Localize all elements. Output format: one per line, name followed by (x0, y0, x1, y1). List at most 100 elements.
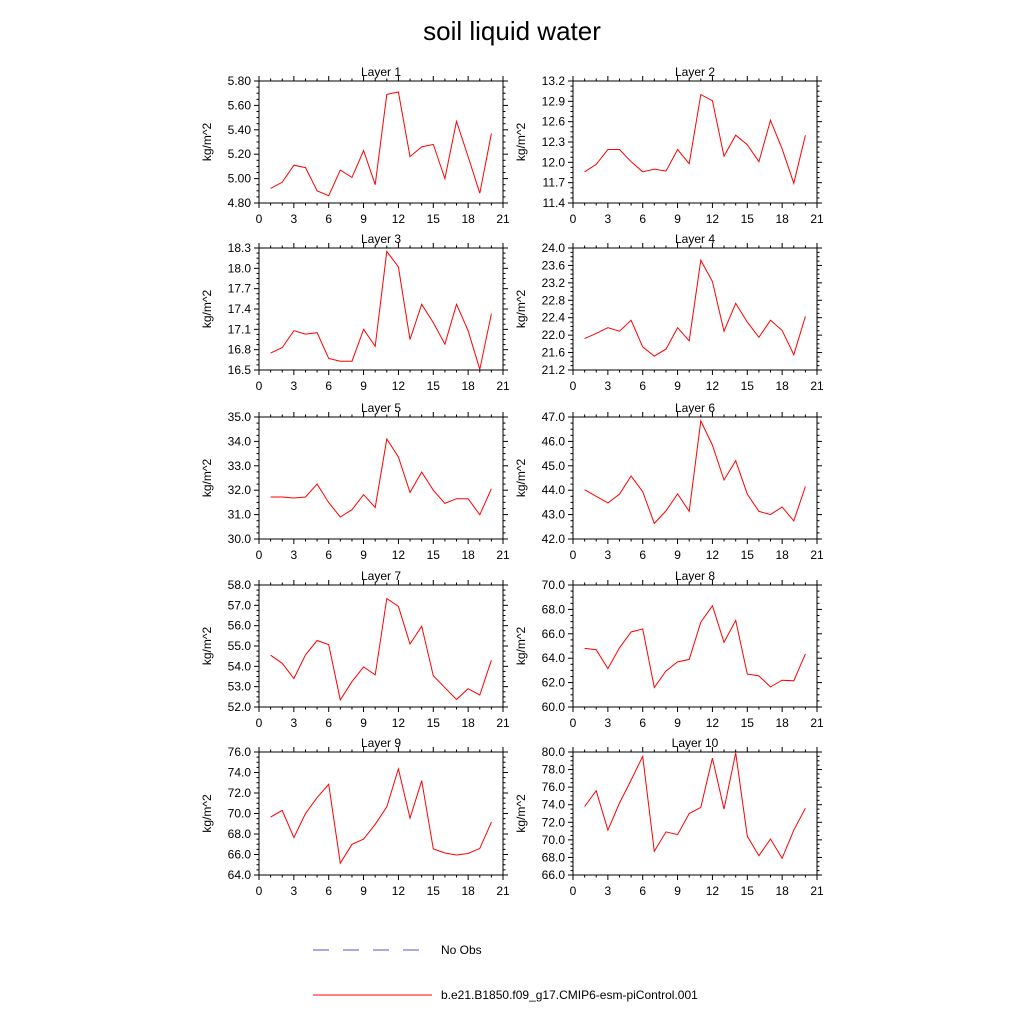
plot-frame (572, 584, 818, 708)
x-tick-label: 3 (605, 884, 612, 898)
legend: No Obs b.e21.B1850.f09_g17.CMIP6-esm-piC… (313, 943, 698, 1002)
x-tick-label: 21 (810, 884, 824, 898)
x-tick-label: 9 (360, 212, 367, 226)
x-tick-label: 3 (291, 884, 298, 898)
y-tick-label: 23.2 (542, 276, 566, 290)
y-tick-label: 66.0 (228, 848, 252, 862)
plot-frame (572, 751, 818, 876)
y-tick-label: 43.0 (542, 508, 566, 522)
x-tick-label: 18 (461, 379, 475, 393)
x-tick-label: 6 (639, 884, 646, 898)
panel-title: Layer 6 (675, 401, 715, 415)
y-axis-label: kg/m^2 (200, 627, 214, 666)
y-tick-label: 22.0 (542, 328, 566, 342)
x-tick-label: 9 (360, 379, 367, 393)
y-tick-label: 21.6 (542, 346, 566, 360)
x-tick-label: 0 (570, 884, 577, 898)
x-tick-label: 12 (392, 212, 406, 226)
panel-layer-2: Layer 2 kg/m^2 11.4 11.7 12.0 12.3 12.6 12.9 13.… (514, 65, 824, 226)
x-tick-label: 15 (427, 548, 441, 562)
x-tick-label: 9 (674, 212, 681, 226)
x-tick-label: 15 (741, 884, 755, 898)
panel-grid: Layer 1 kg/m^2 4.80 5.00 5.20 5.40 5.60 5.80 0 3 6… (200, 65, 824, 898)
panel-layer-5: Layer 5 kg/m^2 30.0 31.0 32.0 33.0 34.0 35.0 0 3 6… (200, 401, 510, 562)
panel-layer-7: Layer 7 kg/m^2 52.0 53.0 54.0 55.0 56.0 57.0 58.… (200, 569, 510, 730)
x-tick-label: 15 (427, 884, 441, 898)
series-line-model (270, 597, 492, 702)
x-tick-label: 18 (461, 716, 475, 730)
x-tick-label: 3 (605, 212, 612, 226)
x-tick-label: 12 (706, 379, 720, 393)
plot-frame (258, 751, 504, 876)
y-tick-label: 16.8 (228, 343, 252, 357)
x-tick-label: 0 (256, 379, 263, 393)
panel-layer-4: Layer 4 kg/m^2 21.2 21.6 22.0 22.4 22.8 23.2 23.… (514, 232, 824, 393)
panel-layer-6: Layer 6 kg/m^2 42.0 43.0 44.0 45.0 46.0 47.0 0 3 6… (514, 401, 824, 562)
plot-frame (572, 416, 818, 540)
y-tick-label: 45.0 (542, 459, 566, 473)
panel-title: Layer 1 (361, 65, 401, 79)
y-tick-label: 13.2 (542, 74, 566, 88)
panel-title: Layer 5 (361, 401, 401, 415)
x-tick-label: 15 (427, 212, 441, 226)
y-tick-label: 24.0 (542, 241, 566, 255)
y-tick-label: 70.0 (542, 578, 566, 592)
x-tick-label: 12 (706, 884, 720, 898)
y-tick-label: 31.0 (228, 508, 252, 522)
panel-title: Layer 3 (361, 232, 401, 246)
y-axis-label: kg/m^2 (200, 123, 214, 162)
y-tick-label: 30.0 (228, 532, 252, 546)
y-tick-label: 21.2 (542, 363, 566, 377)
y-tick-label: 16.5 (228, 363, 252, 377)
x-tick-label: 3 (291, 212, 298, 226)
series-line-model (584, 604, 806, 689)
series-line-model (270, 766, 492, 865)
series-line-model (270, 437, 492, 518)
y-tick-label: 12.6 (542, 115, 566, 129)
panel-layer-3: Layer 3 kg/m^2 16.5 16.8 17.1 17.4 17.7 18.0 18.… (200, 232, 510, 393)
x-tick-label: 15 (427, 716, 441, 730)
y-tick-label: 56.0 (228, 619, 252, 633)
y-tick-label: 17.4 (228, 302, 252, 316)
plot-frame (258, 247, 504, 371)
y-tick-label: 11.7 (543, 176, 566, 190)
legend-label-no-obs: No Obs (441, 943, 482, 957)
x-tick-label: 18 (775, 716, 789, 730)
y-tick-label: 68.0 (228, 827, 252, 841)
x-tick-label: 15 (741, 548, 755, 562)
x-tick-label: 6 (639, 548, 646, 562)
y-tick-label: 44.0 (542, 483, 566, 497)
x-tick-label: 9 (360, 716, 367, 730)
x-tick-label: 12 (392, 379, 406, 393)
y-tick-label: 4.80 (228, 196, 252, 210)
x-tick-label: 12 (392, 716, 406, 730)
panel-title: Layer 7 (361, 569, 401, 583)
plot-frame (572, 247, 818, 371)
y-axis-label: kg/m^2 (514, 627, 528, 666)
x-tick-label: 3 (605, 716, 612, 730)
x-tick-label: 21 (810, 212, 824, 226)
y-tick-label: 76.0 (542, 780, 566, 794)
x-tick-label: 18 (461, 548, 475, 562)
y-axis-label: kg/m^2 (514, 290, 528, 329)
x-tick-label: 3 (291, 548, 298, 562)
y-tick-label: 70.0 (542, 833, 566, 847)
x-tick-label: 9 (674, 884, 681, 898)
series-line-model (584, 419, 806, 525)
x-tick-label: 6 (325, 212, 332, 226)
x-tick-label: 21 (810, 716, 824, 730)
y-tick-label: 60.0 (542, 700, 566, 714)
panel-title: Layer 2 (675, 65, 715, 79)
y-tick-label: 55.0 (228, 639, 252, 653)
series-line-model (270, 91, 492, 197)
y-tick-label: 72.0 (542, 815, 566, 829)
x-tick-label: 9 (674, 548, 681, 562)
x-tick-label: 15 (741, 716, 755, 730)
y-tick-label: 42.0 (542, 532, 566, 546)
y-axis-label: kg/m^2 (514, 123, 528, 162)
series-line-model (270, 250, 492, 370)
y-tick-label: 76.0 (228, 745, 252, 759)
y-tick-label: 78.0 (542, 763, 566, 777)
y-tick-label: 74.0 (228, 766, 252, 780)
y-tick-label: 68.0 (542, 850, 566, 864)
